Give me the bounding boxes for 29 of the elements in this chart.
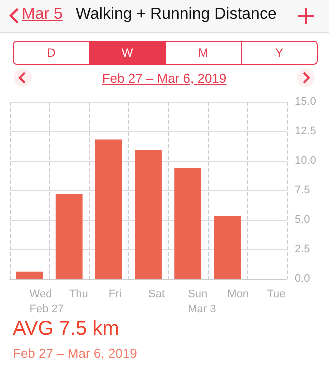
x-tick-label: Wed Feb 27 [30,288,64,316]
text: AVG 7.5 km [13,318,120,341]
text: M [165,42,241,64]
bar [135,150,162,279]
text: D [46,45,57,62]
y-tick-label: 15.0 [295,96,316,108]
x-tick-label: Sun Mar 3 [188,288,216,316]
x-tick-label: Tue [267,288,286,300]
text: Feb 27 – Mar 6, 2019 [13,346,138,361]
y-tick-label: 12.5 [295,126,316,138]
bar [16,272,44,279]
text: W [89,42,165,64]
chart-subtitle: Feb 27 – Mar 6, 2019 [101,71,228,86]
x-tick-label: Mon [228,288,250,300]
x-tick-label: Sat [148,288,166,300]
bar [95,140,122,279]
bar [56,194,83,279]
x-tick-label: Thu [69,288,88,300]
x-tick-label: Fri [108,288,122,300]
y-tick-label: 0.0 [295,273,310,285]
y-tick-label: 5.0 [295,214,310,226]
text: Y [241,42,317,64]
y-tick-label: 2.5 [295,244,310,256]
chart-title: Walking + Running Distance [76,6,277,24]
bar [174,168,202,279]
y-tick-label: 7.5 [295,184,310,196]
y-tick-label: 10.0 [295,155,316,167]
text: Mar 5 [22,6,63,24]
bar [214,216,242,279]
